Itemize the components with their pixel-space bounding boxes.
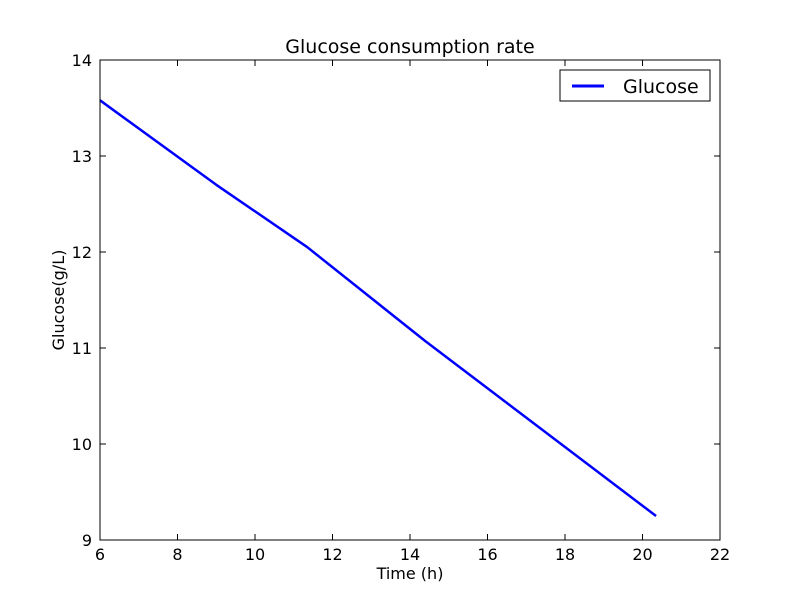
x-tick-label: 20 bbox=[632, 545, 652, 564]
y-tick-label: 10 bbox=[72, 435, 92, 454]
y-tick-label: 9 bbox=[82, 531, 92, 550]
y-tick-label: 12 bbox=[72, 243, 92, 262]
x-tick-label: 6 bbox=[95, 545, 105, 564]
x-tick-label: 14 bbox=[400, 545, 420, 564]
legend: Glucose bbox=[559, 69, 711, 102]
axis-tick-labels: 6 8 10 12 14 16 18 20 22 9 10 11 12 13 14 bbox=[72, 51, 731, 564]
x-tick-label: 22 bbox=[710, 545, 730, 564]
y-tick-label: 11 bbox=[72, 339, 92, 358]
series-layer bbox=[99, 99, 657, 517]
series-line-glucose bbox=[99, 99, 657, 517]
x-tick-label: 18 bbox=[555, 545, 575, 564]
x-axis-label: Time (h) bbox=[376, 564, 444, 583]
x-tick-label: 10 bbox=[245, 545, 265, 564]
y-axis-label: Glucose(g/L) bbox=[49, 250, 68, 351]
chart-title: Glucose consumption rate bbox=[285, 36, 534, 58]
plot-area-frame bbox=[99, 59, 721, 541]
y-tick-label: 13 bbox=[72, 147, 92, 166]
legend-label-glucose: Glucose bbox=[623, 76, 699, 98]
x-tick-label: 8 bbox=[172, 545, 182, 564]
y-tick-label: 14 bbox=[72, 51, 92, 70]
x-tick-label: 12 bbox=[322, 545, 342, 564]
x-tick-label: 16 bbox=[477, 545, 497, 564]
